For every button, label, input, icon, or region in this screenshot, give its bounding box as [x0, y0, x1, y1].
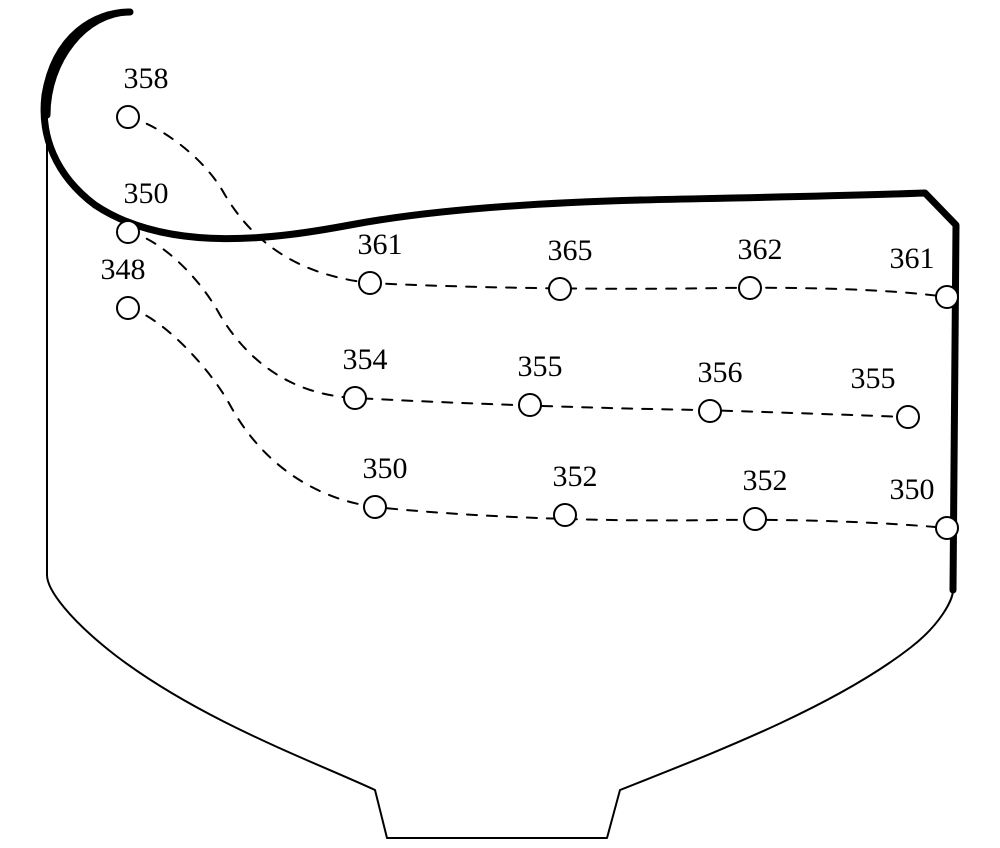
part-outline — [44, 12, 956, 838]
measure-point — [897, 406, 919, 428]
measure-point-label: 350 — [124, 177, 169, 210]
measure-point — [117, 297, 139, 319]
measure-point-label: 358 — [124, 62, 169, 95]
measure-point-label: 365 — [548, 234, 593, 267]
measure-point-label: 362 — [738, 233, 783, 266]
measure-point — [739, 277, 761, 299]
measure-point-label: 348 — [101, 253, 146, 286]
measure-point — [519, 394, 541, 416]
measure-point-label: 355 — [518, 350, 563, 383]
measure-point-label: 352 — [553, 460, 598, 493]
measure-point — [549, 278, 571, 300]
measure-point-label: 361 — [358, 228, 403, 261]
measure-point — [364, 496, 386, 518]
diagram-canvas: 358 361 365 362 361 350 354 355 356 355 348 350 352 3… — [0, 0, 1000, 848]
part-outline-heavy — [44, 12, 956, 590]
measure-point — [344, 387, 366, 409]
measure-point-label: 350 — [890, 473, 935, 506]
measure-point-label: 355 — [851, 362, 896, 395]
measure-point — [117, 106, 139, 128]
measure-point-label: 350 — [363, 452, 408, 485]
measure-point-label: 354 — [343, 343, 388, 376]
measure-point-label: 356 — [698, 356, 743, 389]
path-bot — [128, 308, 947, 528]
measure-point — [936, 517, 958, 539]
measure-point-label: 361 — [890, 242, 935, 275]
measure-point-label: 352 — [743, 464, 788, 497]
measure-point — [744, 508, 766, 530]
path-mid — [128, 232, 908, 417]
measure-point — [117, 221, 139, 243]
measure-point — [359, 272, 381, 294]
measure-point — [936, 286, 958, 308]
measure-point — [554, 504, 576, 526]
measure-point — [699, 400, 721, 422]
